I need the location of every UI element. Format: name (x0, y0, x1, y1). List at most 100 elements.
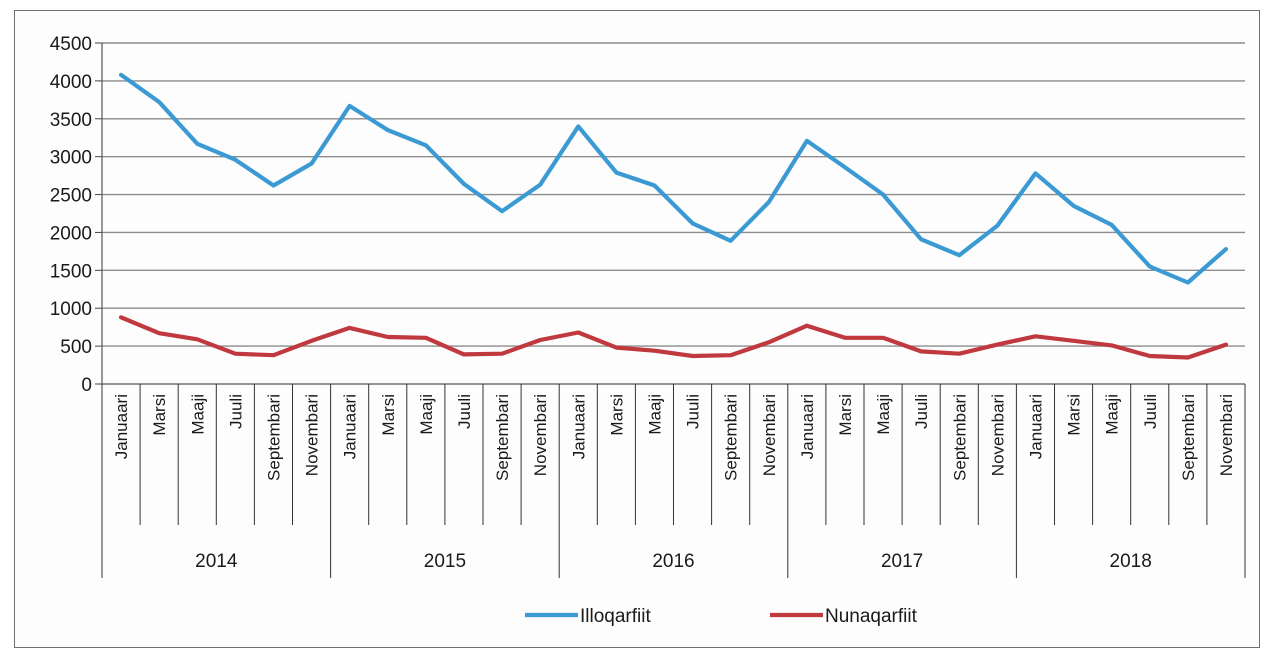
data-point (881, 336, 885, 340)
x-tick-label: Januaari (798, 394, 817, 459)
y-tick-label: 3500 (50, 110, 92, 131)
x-tick-label: Marsi (150, 394, 169, 436)
year-label: 2017 (881, 551, 923, 572)
x-tick-label: Januaari (112, 394, 131, 459)
data-point (1072, 339, 1076, 343)
x-tick-label: Januaari (569, 394, 588, 459)
data-point (652, 349, 656, 353)
data-point (348, 104, 352, 108)
x-tick-label: Juuli (1141, 394, 1160, 429)
x-tick-label: Maaji (874, 394, 893, 435)
data-point (691, 354, 695, 358)
legend-label: Nunaqarfiit (825, 606, 918, 627)
data-point (957, 352, 961, 356)
data-point (1224, 247, 1228, 251)
year-label: 2014 (195, 551, 238, 572)
data-point (995, 224, 999, 228)
y-tick-label: 500 (60, 337, 92, 358)
data-point (805, 324, 809, 328)
x-tick-label: Maaji (1103, 394, 1122, 435)
x-tick-label: Juuli (455, 394, 474, 429)
x-tick-label: Juuli (226, 394, 245, 429)
data-point (386, 335, 390, 339)
data-point (729, 239, 733, 243)
data-point (1033, 171, 1037, 175)
y-tick-label: 2500 (50, 186, 92, 207)
x-tick-label: Maaji (417, 394, 436, 435)
data-point (957, 253, 961, 257)
data-point (1033, 334, 1037, 338)
x-tick-label: Marsi (1065, 394, 1084, 436)
data-point (691, 221, 695, 225)
data-point (881, 193, 885, 197)
y-tick-label: 2000 (50, 223, 92, 244)
data-point (119, 73, 123, 77)
data-point (805, 139, 809, 143)
x-tick-label: Septembari (722, 394, 741, 481)
data-point (233, 158, 237, 162)
data-point (1148, 265, 1152, 269)
data-point (995, 343, 999, 347)
x-tick-label: Septembari (950, 394, 969, 481)
x-tick-label: Novembari (531, 394, 550, 476)
data-point (919, 349, 923, 353)
data-point (1110, 223, 1114, 227)
data-point (1148, 354, 1152, 358)
x-tick-label: Maaji (645, 394, 664, 435)
data-point (500, 209, 504, 213)
data-point (843, 165, 847, 169)
legend-label: Illoqarfiit (580, 606, 651, 627)
x-tick-label: Marsi (379, 394, 398, 436)
data-point (1186, 280, 1190, 284)
data-point (1110, 343, 1114, 347)
data-point (919, 237, 923, 241)
y-tick-label: 0 (81, 375, 92, 396)
y-tick-label: 3000 (50, 148, 92, 169)
data-point (195, 142, 199, 146)
x-tick-label: Novembari (1217, 394, 1236, 476)
data-point (1072, 204, 1076, 208)
data-point (538, 338, 542, 342)
x-tick-label: Marsi (607, 394, 626, 436)
data-point (500, 352, 504, 356)
data-point (462, 182, 466, 186)
x-tick-label: Novembari (760, 394, 779, 476)
x-tick-label: Januaari (1026, 394, 1045, 459)
y-tick-label: 4000 (50, 72, 92, 93)
x-tick-label: Januaari (341, 394, 360, 459)
x-tick-label: Septembari (264, 394, 283, 481)
data-point (767, 200, 771, 204)
year-label: 2018 (1110, 551, 1152, 572)
y-tick-label: 4500 (50, 34, 92, 55)
data-point (386, 128, 390, 132)
data-point (576, 124, 580, 128)
x-tick-label: Juuli (684, 394, 703, 429)
x-tick-label: Septembari (1179, 394, 1198, 481)
year-label: 2015 (424, 551, 466, 572)
data-point (843, 336, 847, 340)
data-point (233, 352, 237, 356)
data-point (614, 171, 618, 175)
data-point (576, 330, 580, 334)
data-point (538, 183, 542, 187)
year-label: 2016 (652, 551, 694, 572)
data-point (119, 315, 123, 319)
x-tick-label: Marsi (836, 394, 855, 436)
chart-frame (14, 10, 1260, 648)
data-point (271, 183, 275, 187)
data-point (195, 337, 199, 341)
data-point (310, 161, 314, 165)
data-point (424, 336, 428, 340)
data-point (652, 183, 656, 187)
data-point (348, 326, 352, 330)
data-point (424, 143, 428, 147)
series-line-nunaqarfiit (118, 315, 1229, 360)
x-tick-label: Septembari (493, 394, 512, 481)
y-tick-label: 1500 (50, 261, 92, 282)
data-point (614, 346, 618, 350)
data-point (767, 340, 771, 344)
data-point (157, 100, 161, 104)
data-point (462, 352, 466, 356)
x-tick-label: Novembari (988, 394, 1007, 476)
